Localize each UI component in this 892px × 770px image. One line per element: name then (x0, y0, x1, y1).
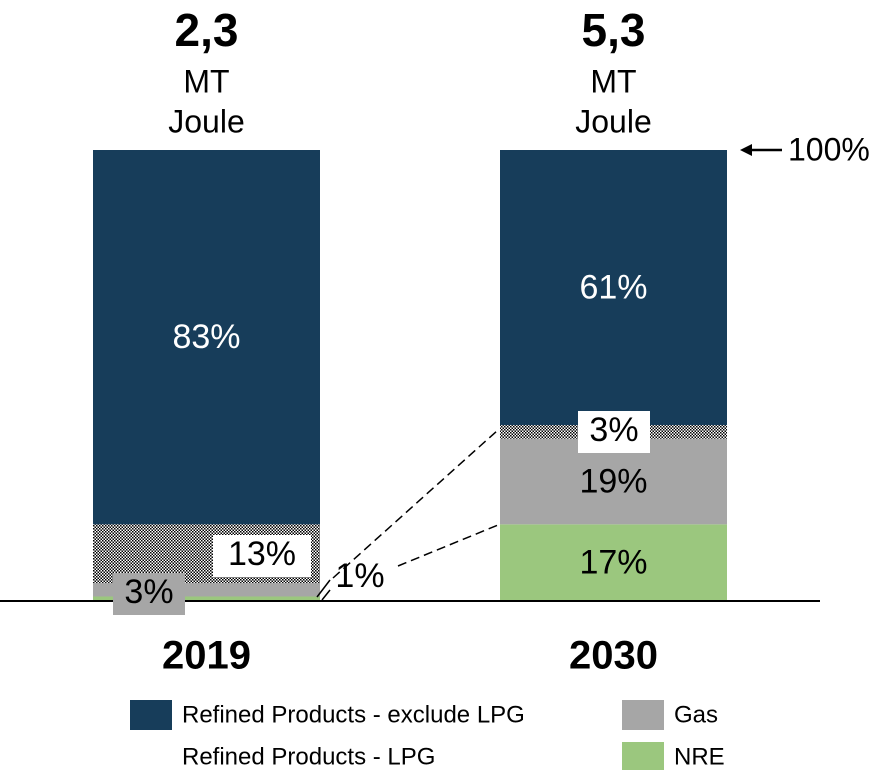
value-label: 61% (579, 269, 647, 307)
value-label: 13% (228, 535, 296, 573)
leader-slash (321, 589, 331, 601)
x-tick-label: 2030 (569, 634, 658, 678)
label-box (213, 535, 311, 577)
bar-segment (93, 150, 320, 525)
legend-swatch (622, 742, 664, 770)
leader-slash (316, 579, 331, 598)
legend-label: NRE (674, 743, 725, 770)
leader-lines (316, 429, 499, 601)
value-label: 1% (335, 557, 384, 595)
total-label: 5,3 (582, 4, 646, 56)
arrow-head (740, 144, 752, 156)
value-label: 3% (589, 411, 638, 449)
value-label: 19% (579, 462, 647, 500)
legend-label: Refined Products - exclude LPG (182, 701, 525, 728)
label-box (578, 411, 650, 453)
label-box (113, 573, 185, 615)
unit-label: Joule (575, 103, 652, 139)
annotation: 100% (788, 131, 870, 167)
labels: 1% 3% 13% 83% 2,3 MT Joule 2019 17% 19% 3% 61% 5,3 MT… (113, 4, 725, 770)
legend-swatch (130, 700, 172, 730)
bar-segment (93, 596, 320, 601)
leader-dashed (397, 524, 499, 567)
legend-label: Refined Products - LPG (182, 743, 435, 770)
value-label: 17% (579, 544, 647, 582)
unit-label: MT (590, 63, 636, 99)
annotation-arrow: 100% (740, 131, 870, 167)
value-label: 3% (124, 573, 173, 611)
bars (93, 150, 727, 601)
leader-dashed (332, 429, 499, 579)
total-label: 2,3 (175, 4, 239, 56)
legend-label: Gas (674, 701, 718, 728)
bar-segment (500, 150, 727, 426)
bar-segment (500, 524, 727, 601)
unit-label: Joule (168, 103, 245, 139)
x-tick-label: 2019 (162, 634, 251, 678)
legend-swatch (622, 700, 664, 730)
value-label: 83% (172, 318, 240, 356)
unit-label: MT (183, 63, 229, 99)
